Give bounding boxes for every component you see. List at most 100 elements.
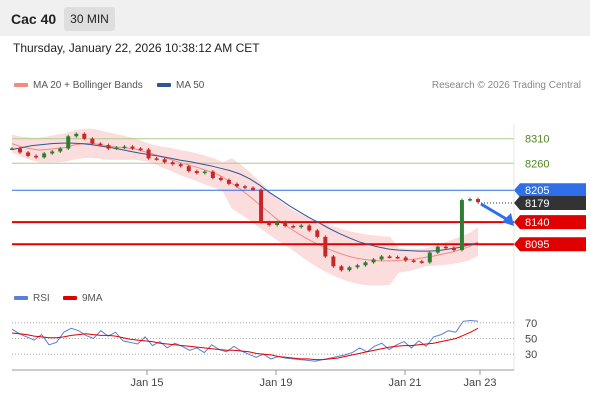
- level-badge-8140: [514, 215, 586, 230]
- candle-body: [419, 261, 424, 263]
- candle-body: [347, 267, 352, 271]
- candle-body: [226, 179, 231, 184]
- 9ma-swatch: [63, 296, 77, 301]
- timeframe-button[interactable]: 30 MIN: [64, 7, 115, 31]
- candle-body: [387, 256, 392, 258]
- legend-bollinger-label: MA 20 + Bollinger Bands: [33, 80, 143, 91]
- candle-body: [371, 259, 376, 263]
- level-label-8260: 8260: [525, 158, 549, 170]
- candle-body: [98, 143, 103, 146]
- x-tick-label: Jan 19: [259, 377, 292, 389]
- legend-ma50: MA 50: [157, 80, 204, 91]
- legend-9ma: 9MA: [63, 293, 103, 304]
- ma50-swatch: [157, 83, 171, 88]
- candle-body: [395, 256, 400, 259]
- x-tick-label: Jan 21: [388, 377, 421, 389]
- level-label-8095: 8095: [525, 239, 549, 251]
- legend-bollinger: MA 20 + Bollinger Bands: [14, 80, 143, 91]
- instrument-title: Cac 40: [11, 11, 57, 27]
- ma20-line: [11, 142, 479, 262]
- candle-body: [146, 149, 151, 159]
- candle-body: [435, 246, 440, 253]
- candle-body: [251, 187, 256, 190]
- candle-body: [138, 148, 143, 151]
- level-tag-8310: 8310: [525, 134, 549, 146]
- candle-body: [10, 148, 14, 151]
- candle-body: [74, 133, 79, 137]
- forecast-arrow-head: [502, 213, 514, 226]
- candle-body: [26, 152, 31, 156]
- level-badge-8179: [514, 195, 586, 210]
- candle-body: [210, 171, 215, 178]
- candle-body: [50, 151, 55, 154]
- level-tag-8095: 8095: [514, 237, 586, 252]
- level-badge-8205: [514, 183, 586, 198]
- candle-body: [307, 225, 312, 231]
- candle-body: [467, 199, 472, 201]
- level-tag-8260: 8260: [525, 158, 549, 170]
- candle-body: [443, 246, 448, 249]
- candle-body: [275, 222, 280, 226]
- candle-body: [42, 153, 47, 158]
- candle-body: [411, 260, 416, 262]
- candle-body: [234, 183, 239, 187]
- candle-body: [451, 247, 456, 251]
- candle-body: [283, 222, 288, 227]
- candle-body: [154, 158, 159, 160]
- candle-body: [130, 146, 135, 149]
- chart-datetime: Thursday, January 22, 2026 10:38:12 AM C…: [13, 41, 260, 55]
- candle-body: [299, 225, 304, 228]
- candle-body: [259, 189, 264, 223]
- candle-body: [34, 155, 39, 158]
- candle-body: [267, 222, 272, 226]
- candle-body: [90, 138, 95, 144]
- candle-body: [243, 186, 247, 188]
- x-tick-label: Jan 23: [463, 377, 496, 389]
- rsi-9ma-line: [11, 327, 479, 361]
- forecast-arrow-shaft: [480, 202, 509, 222]
- rsi-swatch: [14, 296, 28, 301]
- candle-body: [355, 265, 360, 268]
- rsi-line: [11, 319, 479, 362]
- candle-body: [363, 262, 368, 266]
- candle-body: [114, 147, 119, 150]
- candle-body: [339, 266, 344, 271]
- candle-body: [202, 171, 207, 174]
- research-credit: Research © 2026 Trading Central: [431, 80, 581, 91]
- candle-body: [315, 230, 320, 237]
- ma50-line: [11, 142, 479, 252]
- candle-body: [178, 164, 183, 167]
- candle-body: [82, 133, 87, 139]
- legend-ma50-label: MA 50: [176, 80, 205, 91]
- candle-body: [66, 136, 71, 149]
- candle-body: [403, 257, 408, 261]
- candle-body: [459, 200, 464, 251]
- candle-body: [58, 148, 63, 152]
- rsi-tick-label-70: 70: [525, 318, 537, 330]
- candle-body: [106, 145, 111, 149]
- level-label-8179: 8179: [525, 198, 549, 210]
- bollinger-swatch: [14, 83, 28, 88]
- legend-9ma-label: 9MA: [82, 293, 103, 304]
- level-label-8205: 8205: [525, 185, 549, 197]
- x-tick-label: Jan 15: [130, 377, 163, 389]
- level-tag-8179: 8179: [514, 195, 586, 210]
- level-badge-8095: [514, 237, 586, 252]
- candle-body: [218, 177, 223, 180]
- legend-rsi: RSI: [14, 293, 50, 304]
- candle-body: [194, 171, 199, 174]
- candle-body: [170, 162, 175, 165]
- candle-body: [476, 199, 480, 203]
- legend-rsi-label: RSI: [33, 293, 50, 304]
- level-tag-8140: 8140: [514, 215, 586, 230]
- level-label-8140: 8140: [525, 217, 549, 229]
- bollinger-band-area: [12, 128, 478, 286]
- candle-body: [331, 256, 336, 267]
- candle-body: [162, 159, 167, 163]
- level-tag-8205: 8205: [514, 183, 586, 198]
- rsi-tick-label-30: 30: [525, 349, 537, 361]
- candle-body: [427, 252, 432, 263]
- candle-body: [18, 148, 23, 153]
- candle-body: [186, 166, 191, 172]
